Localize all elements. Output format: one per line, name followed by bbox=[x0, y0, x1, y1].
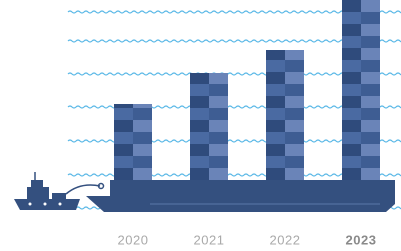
labels: 2020 2021 2022 2023 bbox=[118, 232, 377, 247]
x-tick-label: 2021 bbox=[194, 232, 225, 247]
bar bbox=[342, 0, 380, 180]
porthole bbox=[59, 203, 62, 206]
chart: 2020 2021 2022 2023 bbox=[0, 0, 401, 251]
tug-boat bbox=[14, 172, 104, 210]
tug-deck bbox=[52, 193, 66, 199]
bar bbox=[114, 104, 152, 180]
hose bbox=[66, 185, 100, 194]
ship bbox=[86, 180, 395, 212]
bar bbox=[190, 73, 228, 180]
hose-end bbox=[99, 184, 104, 189]
x-tick-label: 2022 bbox=[270, 232, 301, 247]
tug-cabin bbox=[27, 187, 49, 199]
tug-bridge bbox=[31, 180, 43, 188]
porthole bbox=[44, 203, 47, 206]
x-tick-label: 2023 bbox=[346, 232, 377, 247]
ship-hull bbox=[86, 180, 395, 212]
x-tick-label: 2020 bbox=[118, 232, 149, 247]
porthole bbox=[29, 203, 32, 206]
tug-hull bbox=[14, 199, 80, 210]
bar bbox=[266, 50, 304, 180]
bars bbox=[114, 0, 380, 180]
